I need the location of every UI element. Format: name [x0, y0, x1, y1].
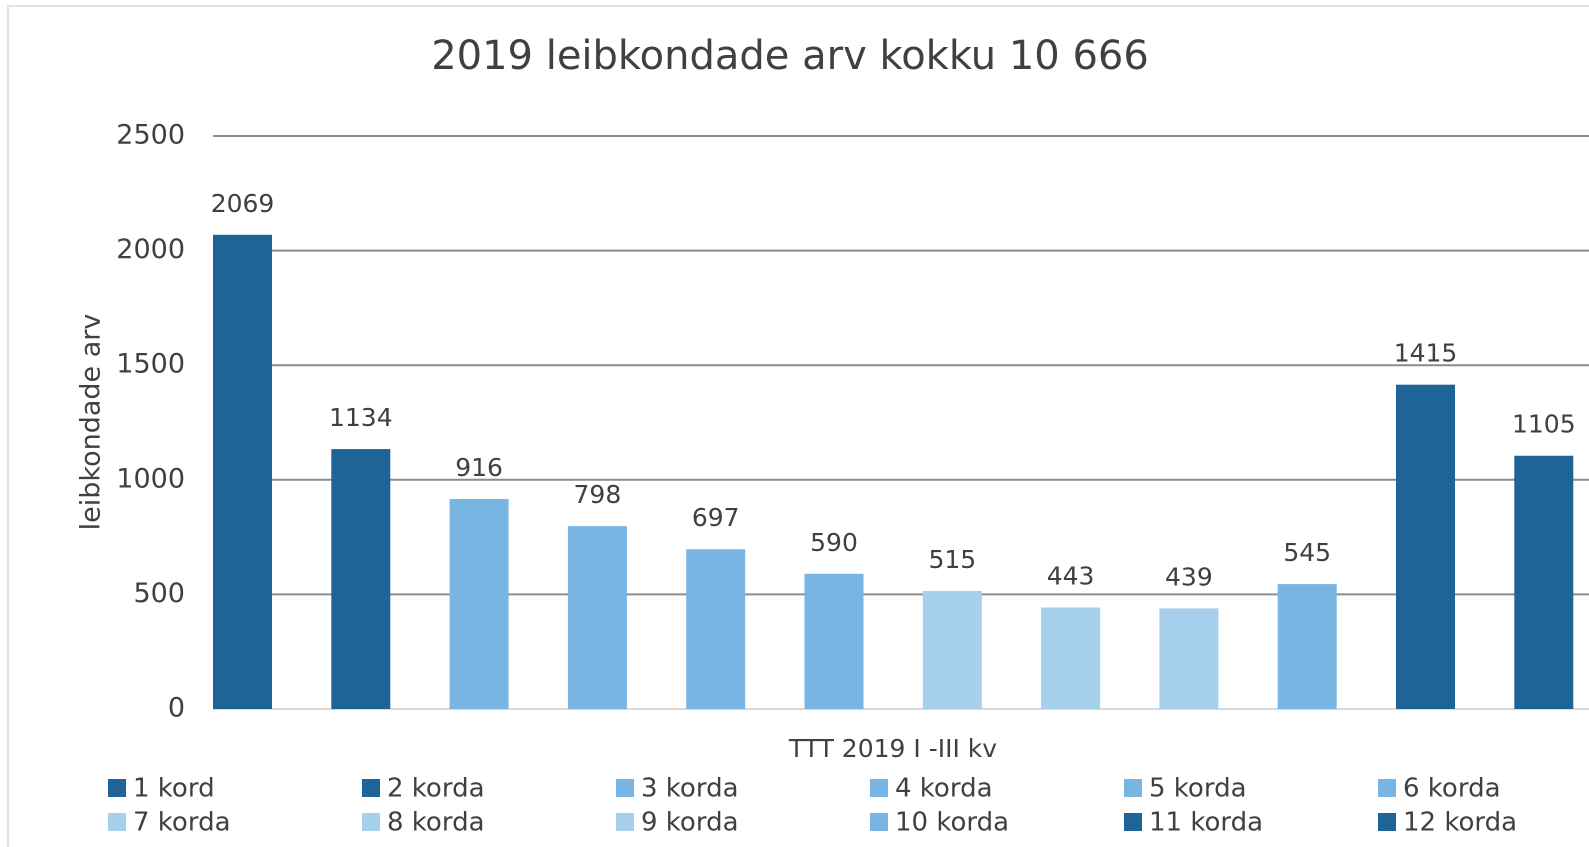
legend-label: 1 kord [133, 774, 215, 804]
legend-swatch [1378, 779, 1396, 797]
data-label: 2069 [211, 189, 275, 218]
chart-frame [7, 5, 1589, 847]
legend-swatch [870, 813, 888, 831]
bar [922, 590, 982, 709]
legend-label: 11 korda [1149, 808, 1263, 838]
legend-label: 10 korda [895, 808, 1009, 838]
legend-label: 9 korda [641, 808, 739, 838]
legend-swatch [616, 813, 634, 831]
bar [1514, 455, 1574, 709]
bar [449, 499, 509, 709]
y-tick-label: 500 [133, 578, 185, 609]
legend-label: 4 korda [895, 774, 993, 804]
data-label: 443 [1047, 561, 1095, 590]
bar [1277, 584, 1337, 709]
data-label: 1105 [1512, 410, 1576, 439]
data-label: 1134 [329, 403, 393, 432]
legend-swatch [108, 813, 126, 831]
legend-swatch [362, 779, 380, 797]
data-label: 697 [692, 503, 740, 532]
y-tick-label: 0 [168, 693, 185, 724]
data-label: 515 [928, 545, 976, 574]
y-tick-label: 1000 [116, 463, 185, 494]
data-label: 798 [574, 480, 622, 509]
legend-swatch [616, 779, 634, 797]
legend-label: 7 korda [133, 808, 231, 838]
data-label: 1415 [1394, 339, 1458, 368]
legend-swatch [1378, 813, 1396, 831]
legend-label: 8 korda [387, 808, 485, 838]
legend-swatch [1124, 813, 1142, 831]
bar [331, 449, 391, 709]
bar [213, 234, 272, 709]
x-tick-label: TTT 2019 I -III kv [788, 734, 997, 763]
bar [1041, 607, 1101, 709]
y-tick-label: 1500 [116, 349, 185, 380]
bar [567, 526, 627, 709]
legend-label: 6 korda [1403, 774, 1501, 804]
bar [1396, 384, 1455, 709]
chart-title: 2019 leibkondade arv kokku 10 666 [431, 33, 1149, 79]
y-tick-label: 2000 [116, 234, 185, 265]
legend-label: 12 korda [1403, 808, 1517, 838]
legend-swatch [1124, 779, 1142, 797]
legend-label: 3 korda [641, 774, 739, 804]
legend-swatch [362, 813, 380, 831]
legend-label: 2 korda [387, 774, 485, 804]
bar [686, 549, 746, 709]
data-label: 916 [455, 453, 503, 482]
data-label: 545 [1283, 538, 1331, 567]
y-tick-label: 2500 [116, 120, 185, 151]
legend-label: 5 korda [1149, 774, 1247, 804]
bar [1159, 608, 1219, 709]
data-label: 590 [810, 528, 858, 557]
bar [804, 573, 864, 709]
y-axis-label: leibkondade arv [76, 314, 107, 531]
data-label: 439 [1165, 562, 1213, 591]
legend-swatch [108, 779, 126, 797]
legend-swatch [870, 779, 888, 797]
